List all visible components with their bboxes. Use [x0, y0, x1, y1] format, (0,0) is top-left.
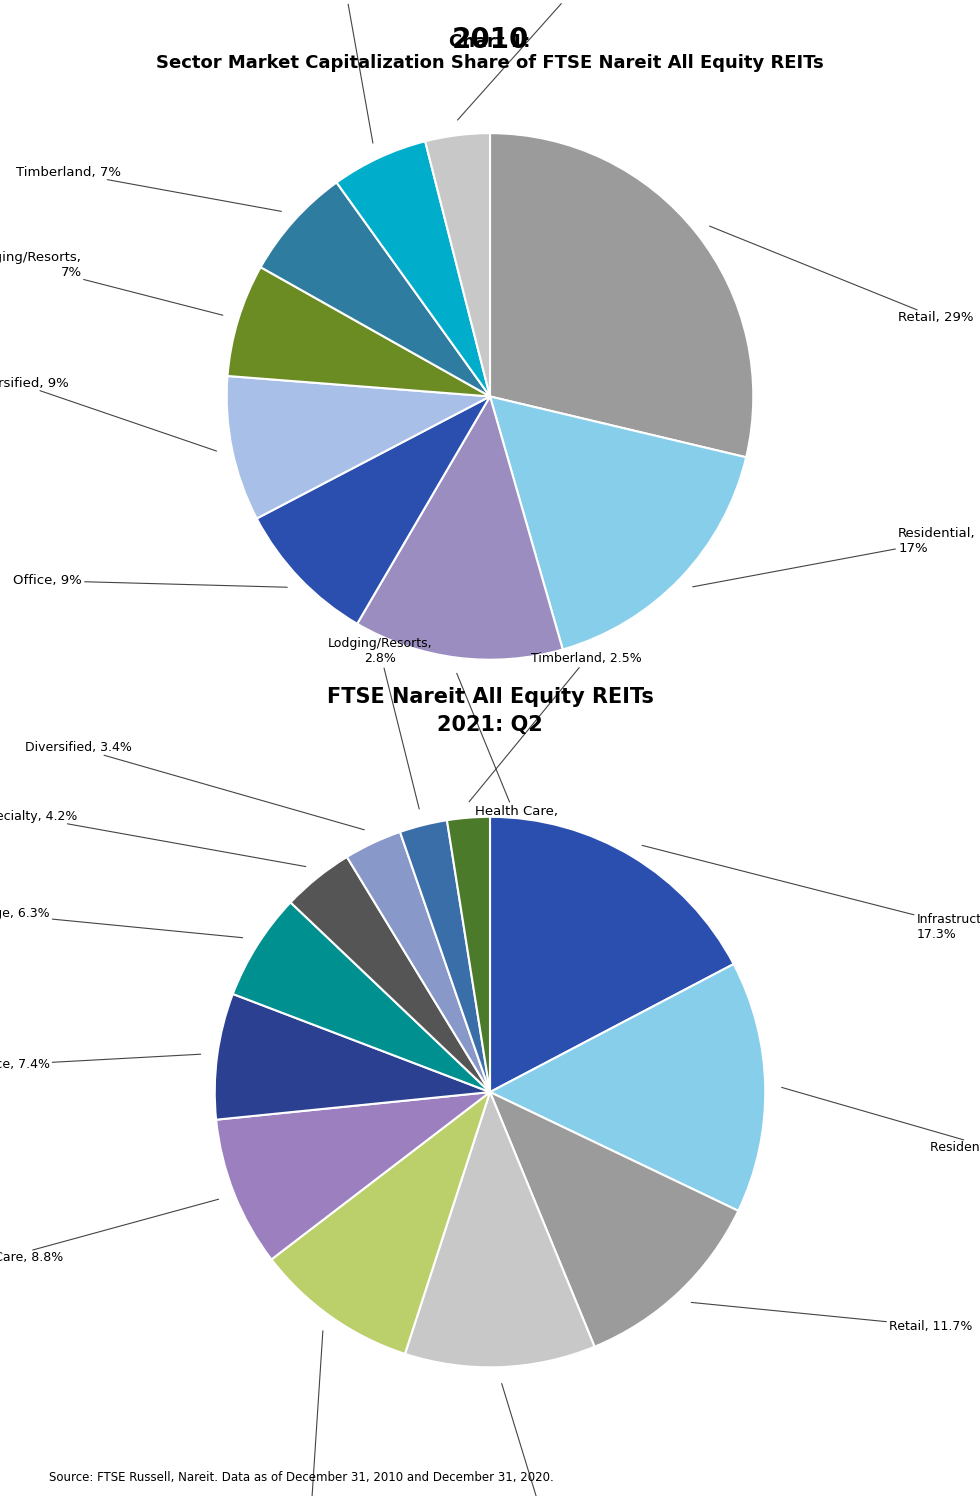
Wedge shape: [215, 993, 490, 1119]
Text: Retail, 29%: Retail, 29%: [710, 226, 973, 325]
Wedge shape: [257, 396, 490, 624]
Wedge shape: [357, 396, 563, 660]
Title: FTSE Nareit All Equity REITs
2021: Q2: FTSE Nareit All Equity REITs 2021: Q2: [326, 687, 654, 736]
Wedge shape: [271, 1092, 490, 1354]
Wedge shape: [261, 183, 490, 396]
Wedge shape: [490, 963, 765, 1210]
Text: Diversified, 9%: Diversified, 9%: [0, 377, 217, 452]
Wedge shape: [447, 817, 490, 1092]
Text: Lodging/Resorts,
2.8%: Lodging/Resorts, 2.8%: [327, 637, 432, 809]
Text: Office, 7.4%: Office, 7.4%: [0, 1055, 201, 1071]
Text: Specialty, 4.2%: Specialty, 4.2%: [0, 811, 306, 866]
Text: Industrial, 4%: Industrial, 4%: [458, 0, 614, 120]
Wedge shape: [227, 268, 490, 396]
Text: Health Care, 8.8%: Health Care, 8.8%: [0, 1200, 219, 1264]
Text: Office, 9%: Office, 9%: [13, 574, 287, 588]
Title: 2010: 2010: [452, 25, 528, 54]
Text: Data Centers, 9.6%: Data Centers, 9.6%: [250, 1331, 372, 1496]
Text: Residential, 14.8%: Residential, 14.8%: [782, 1088, 980, 1153]
Wedge shape: [336, 141, 490, 396]
Wedge shape: [490, 396, 746, 649]
Text: Infrastructure,
17.3%: Infrastructure, 17.3%: [642, 845, 980, 941]
Wedge shape: [405, 1092, 595, 1367]
Wedge shape: [490, 1092, 738, 1346]
Wedge shape: [490, 817, 734, 1092]
Text: Industrial, 11.2%: Industrial, 11.2%: [492, 1384, 598, 1496]
Text: Health Care,
13%: Health Care, 13%: [457, 673, 558, 833]
Text: Timberland, 7%: Timberland, 7%: [17, 166, 281, 211]
Text: Lodging/Resorts,
7%: Lodging/Resorts, 7%: [0, 251, 222, 316]
Wedge shape: [217, 1092, 490, 1260]
Text: Self Storage, 6.3%: Self Storage, 6.3%: [0, 907, 243, 938]
Text: Timberland, 2.5%: Timberland, 2.5%: [469, 652, 642, 802]
Text: Self Storage,
6%: Self Storage, 6%: [303, 0, 388, 144]
Text: Sector Market Capitalization Share of FTSE Nareit All Equity REITs: Sector Market Capitalization Share of FT…: [156, 54, 824, 72]
Wedge shape: [425, 133, 490, 396]
Text: Retail, 11.7%: Retail, 11.7%: [691, 1303, 972, 1333]
Text: Diversified, 3.4%: Diversified, 3.4%: [25, 742, 365, 830]
Wedge shape: [226, 375, 490, 519]
Wedge shape: [347, 832, 490, 1092]
Text: Chart 1:: Chart 1:: [449, 33, 531, 51]
Wedge shape: [490, 133, 754, 458]
Text: Residential,
17%: Residential, 17%: [693, 527, 976, 586]
Wedge shape: [233, 902, 490, 1092]
Text: Source: FTSE Russell, Nareit. Data as of December 31, 2010 and December 31, 2020: Source: FTSE Russell, Nareit. Data as of…: [49, 1471, 554, 1484]
Wedge shape: [290, 857, 490, 1092]
Wedge shape: [400, 820, 490, 1092]
